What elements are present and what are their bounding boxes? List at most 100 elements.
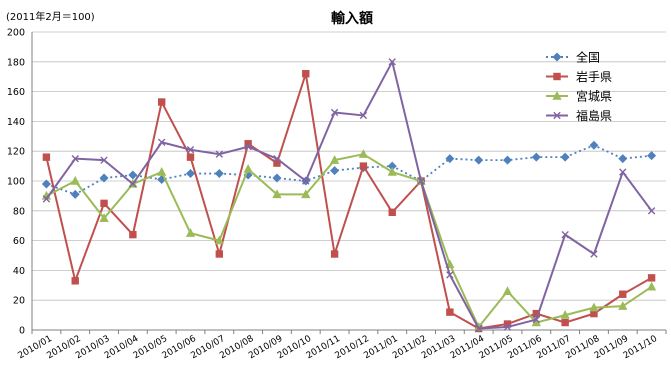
data-point	[330, 108, 339, 117]
data-point	[302, 177, 310, 185]
data-point	[41, 179, 51, 189]
data-point	[185, 169, 196, 179]
data-point	[561, 230, 569, 239]
y-tick-label: 180	[7, 57, 25, 68]
data-point	[215, 250, 224, 258]
series-1	[41, 140, 657, 199]
marker-stroke	[157, 138, 166, 146]
data-point	[589, 140, 599, 150]
data-point	[502, 286, 513, 295]
data-point	[474, 324, 483, 333]
data-point	[100, 156, 108, 164]
data-point	[99, 173, 109, 183]
marker-stroke	[474, 324, 483, 333]
data-point	[70, 175, 80, 185]
data-point	[185, 228, 196, 237]
data-point	[619, 168, 627, 176]
legend-marker	[553, 72, 561, 81]
y-tick-label: 40	[13, 266, 25, 277]
data-point	[358, 149, 369, 158]
marker-stroke	[590, 250, 598, 258]
legend-marker	[553, 111, 561, 120]
marker-stroke	[42, 195, 51, 203]
data-point	[71, 277, 79, 285]
data-point	[301, 189, 311, 199]
series-line	[45, 72, 653, 330]
data-point	[214, 235, 224, 245]
data-point	[157, 138, 166, 146]
y-tick-label: 100	[7, 177, 25, 188]
data-point	[273, 159, 281, 167]
legend-label: 岩手県	[576, 69, 612, 84]
legend-label: 福島県	[576, 108, 612, 123]
data-point	[618, 301, 628, 310]
y-tick-label: 0	[19, 326, 25, 337]
data-point	[388, 58, 396, 66]
legend-item: 岩手県	[546, 69, 612, 84]
legend-marker	[552, 90, 562, 100]
data-point	[618, 154, 628, 164]
data-point	[647, 274, 656, 282]
marker-stroke	[330, 108, 339, 117]
legend-label: 宮城県	[576, 89, 612, 104]
legend-label: 全国	[576, 50, 600, 65]
data-point	[446, 271, 454, 279]
plot-area: 0204060801001201401601802002010/012010/0…	[7, 28, 667, 361]
data-point	[100, 199, 108, 208]
data-point	[330, 166, 340, 176]
data-point	[273, 154, 281, 163]
y-tick-label: 140	[7, 117, 25, 128]
data-point	[157, 166, 167, 176]
data-point	[359, 111, 368, 120]
data-point	[445, 154, 455, 164]
data-point	[329, 155, 340, 164]
y-tick-label: 60	[13, 236, 25, 247]
data-point	[272, 189, 282, 199]
data-point	[646, 281, 657, 291]
data-point	[157, 98, 166, 106]
data-point	[561, 318, 569, 327]
legend-item: 全国	[546, 50, 600, 65]
y-tick-label: 120	[7, 147, 25, 158]
data-point	[446, 308, 454, 316]
data-point	[186, 146, 195, 154]
marker-stroke	[553, 111, 561, 120]
data-point	[128, 170, 138, 180]
marker-stroke	[446, 271, 454, 279]
data-point	[243, 164, 253, 173]
data-point	[590, 250, 598, 258]
series-line	[45, 153, 653, 329]
data-point	[186, 153, 195, 161]
data-point	[589, 302, 599, 312]
series-4	[42, 58, 656, 333]
data-point	[70, 189, 80, 199]
data-point	[417, 177, 425, 185]
series-2	[42, 70, 656, 333]
marker-stroke	[186, 146, 195, 154]
marker-stroke	[619, 168, 627, 176]
data-point	[619, 290, 627, 298]
data-point	[560, 310, 570, 319]
data-point	[532, 315, 541, 324]
data-point	[42, 153, 51, 161]
chart-title: 輸入額	[331, 10, 373, 27]
marker-stroke	[100, 156, 108, 164]
data-point	[244, 143, 252, 151]
y-tick-label: 80	[13, 206, 25, 217]
data-point	[560, 152, 570, 162]
data-point	[647, 207, 656, 215]
marker-stroke	[561, 230, 569, 239]
unit-note: (2011年2月＝100)	[6, 10, 95, 23]
marker-stroke	[71, 154, 79, 163]
marker-stroke	[273, 154, 281, 163]
marker-stroke	[244, 143, 252, 151]
legend-item: 宮城県	[546, 89, 612, 104]
legend-item: 福島県	[546, 108, 612, 123]
series-line	[45, 60, 653, 330]
marker-stroke	[359, 111, 368, 120]
data-point	[99, 213, 109, 222]
data-point	[215, 150, 224, 158]
